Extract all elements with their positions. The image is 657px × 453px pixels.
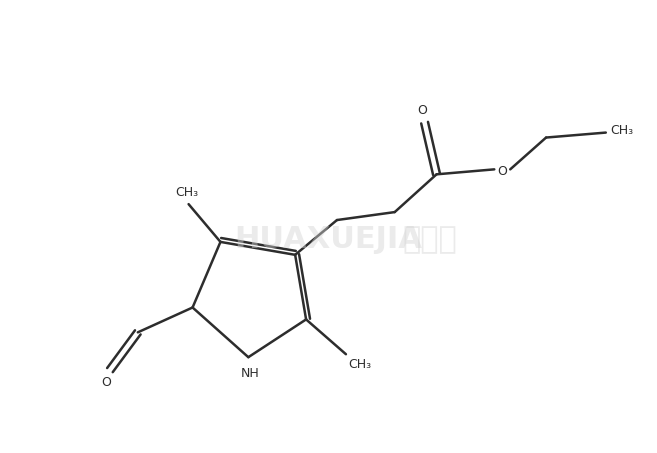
Text: NH: NH [241, 366, 260, 380]
Text: 化学加: 化学加 [402, 226, 457, 255]
Text: CH₃: CH₃ [348, 358, 371, 371]
Text: O: O [101, 376, 111, 389]
Text: O: O [418, 104, 428, 117]
Text: CH₃: CH₃ [610, 124, 633, 137]
Text: O: O [497, 165, 507, 178]
Text: HUAXUEJIA: HUAXUEJIA [234, 226, 422, 255]
Text: CH₃: CH₃ [175, 186, 198, 199]
